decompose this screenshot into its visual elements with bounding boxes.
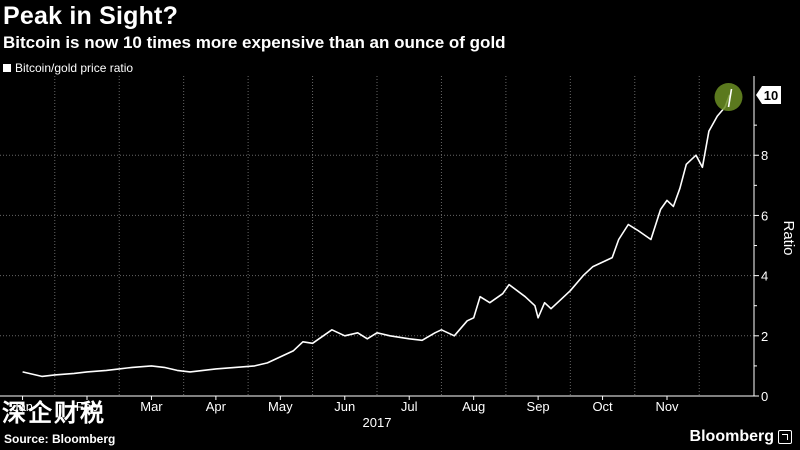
y-tick-label: 8 xyxy=(761,148,768,163)
brand-logo: Bloomberg xyxy=(690,428,792,446)
series-line xyxy=(22,94,731,378)
source-note: Source: Bloomberg xyxy=(4,432,116,446)
x-tick-label: May xyxy=(268,399,293,414)
watermark-text: 深企财税 xyxy=(2,398,106,427)
brand-name: Bloomberg xyxy=(689,428,774,445)
x-axis-label: 2017 xyxy=(363,415,392,430)
x-tick-label: Apr xyxy=(206,399,227,414)
highlight-marker xyxy=(714,83,743,112)
x-tick-label: Feb xyxy=(76,399,98,414)
x-tick-label: Jul xyxy=(401,399,418,414)
external-link-icon xyxy=(778,430,792,444)
x-tick-label: Nov xyxy=(655,399,679,414)
chart-subtitle: Bitcoin is now 10 times more expensive t… xyxy=(3,33,506,52)
x-tick-label: Oct xyxy=(592,399,613,414)
legend: Bitcoin/gold price ratio xyxy=(3,61,133,75)
y-axis-label: Ratio xyxy=(780,220,797,255)
value-label: 10 xyxy=(764,88,778,103)
value-label-box xyxy=(756,86,781,105)
chart-title: Peak in Sight? xyxy=(3,2,179,30)
series-line-tip xyxy=(727,88,733,108)
y-tick-label: 0 xyxy=(761,389,768,404)
legend-swatch xyxy=(3,64,11,72)
x-tick-label: Sep xyxy=(527,399,550,414)
x-tick-label: Aug xyxy=(462,399,485,414)
x-tick-label: Mar xyxy=(140,399,163,414)
y-tick-label: 4 xyxy=(761,269,768,284)
y-tick-label: 6 xyxy=(761,208,768,223)
x-tick-label: Jun xyxy=(334,399,355,414)
y-tick-label: 2 xyxy=(761,329,768,344)
x-tick-label: Jan xyxy=(12,399,33,414)
legend-label: Bitcoin/gold price ratio xyxy=(15,61,134,75)
